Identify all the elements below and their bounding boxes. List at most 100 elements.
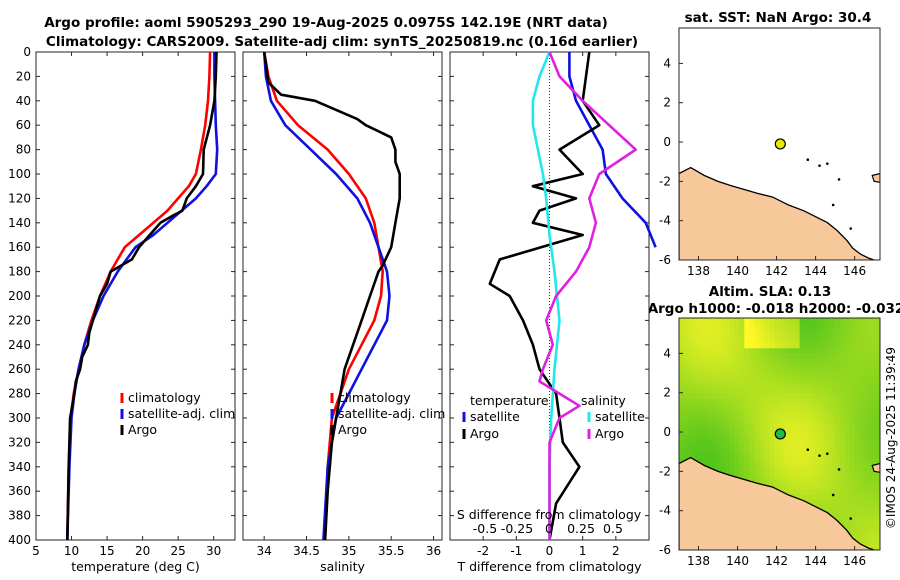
sla-cell	[844, 489, 851, 496]
y-tick-label: 0	[23, 45, 31, 59]
sla-cell	[849, 449, 856, 455]
sla-cell	[689, 413, 695, 420]
sla-cell	[829, 318, 836, 324]
x-axis-label: T difference from climatology	[456, 559, 642, 574]
sla-cell	[734, 449, 740, 455]
sla-cell	[724, 393, 730, 400]
sla-cell	[734, 464, 740, 470]
sla-cell	[789, 343, 796, 349]
sla-cell	[859, 489, 866, 496]
sla-cell	[814, 318, 821, 324]
y-tick-label: 340	[8, 460, 31, 474]
sla-cell	[794, 484, 801, 491]
sla-cell	[734, 459, 740, 465]
legend-label: satellite	[595, 409, 645, 424]
sla-cell	[759, 343, 766, 349]
sla-cell	[774, 338, 781, 344]
sla-cell	[824, 373, 831, 380]
sla-cell	[714, 388, 720, 395]
sla-cell	[794, 398, 801, 405]
sla-cell	[869, 413, 876, 420]
sla-cell	[779, 323, 786, 329]
sla-cell	[764, 323, 771, 329]
sla-cell	[714, 318, 720, 324]
sla-cell	[814, 343, 821, 349]
sla-cell	[734, 454, 740, 460]
sla-cell	[844, 398, 851, 405]
sla-cell	[869, 368, 876, 375]
sla-cell	[754, 383, 761, 390]
sla-cell	[774, 348, 781, 354]
sla-cell	[854, 393, 861, 400]
sla-cell	[749, 408, 755, 415]
sla-cell	[724, 348, 730, 354]
legend-label: Argo	[338, 422, 367, 437]
sla-cell	[869, 519, 876, 526]
sla-cell	[749, 363, 755, 370]
sla-cell	[734, 403, 740, 410]
sla-cell	[819, 393, 826, 400]
sla-cell	[759, 444, 766, 450]
sla-cell	[809, 434, 816, 440]
sla-cell	[789, 479, 796, 486]
argo-position-marker	[774, 138, 786, 150]
sla-cell	[769, 474, 776, 480]
sla-cell	[799, 444, 806, 450]
sla-cell	[844, 368, 851, 375]
sla-cell	[709, 418, 715, 425]
sla-cell	[819, 494, 826, 501]
sla-cell	[829, 368, 836, 375]
sla-cell	[819, 368, 826, 375]
sla-cell	[699, 403, 705, 410]
islet	[831, 493, 835, 497]
sla-cell	[754, 378, 761, 385]
sla-cell	[814, 348, 821, 354]
y-tick-label: 360	[8, 484, 31, 498]
sla-cell	[699, 418, 705, 425]
sla-cell	[764, 413, 771, 420]
sla-cell	[784, 398, 791, 405]
sla-cell	[709, 459, 715, 465]
sla-cell	[759, 479, 766, 486]
sla-cell	[849, 368, 856, 375]
sla-cell	[744, 328, 750, 334]
sla-cell	[709, 348, 715, 354]
sla-cell	[854, 323, 861, 329]
sla-cell	[784, 383, 791, 390]
sla-cell	[829, 328, 836, 334]
sla-cell	[804, 408, 811, 415]
sla-cell	[774, 408, 781, 415]
sla-cell	[819, 474, 826, 480]
map-y-tick-label: 2	[663, 386, 671, 400]
sla-cell	[869, 353, 876, 359]
map-x-tick-label: 140	[726, 264, 749, 278]
sla-cell	[704, 348, 710, 354]
sla-cell	[769, 328, 776, 334]
sla-cell	[784, 353, 791, 359]
sla-cell	[854, 348, 861, 354]
sla-cell	[824, 368, 831, 375]
sla-cell	[744, 464, 750, 470]
sla-cell	[819, 328, 826, 334]
sla-cell	[709, 408, 715, 415]
sla-cell	[754, 373, 761, 380]
sla-cell	[839, 368, 846, 375]
map-y-tick-label: 4	[663, 56, 671, 70]
sla-cell	[689, 358, 695, 364]
sla-cell	[844, 439, 851, 445]
sla-cell	[834, 363, 841, 370]
sla-cell	[834, 509, 841, 516]
sla-cell	[834, 449, 841, 455]
sla-cell	[784, 484, 791, 491]
sla-cell	[829, 408, 836, 415]
sla-cell	[849, 514, 856, 521]
sla-cell	[819, 413, 826, 420]
sla-cell	[869, 398, 876, 405]
sla-cell	[744, 418, 750, 425]
sla-cell	[709, 398, 715, 405]
sla-cell	[874, 338, 880, 344]
sla-cell	[694, 444, 700, 450]
sla-cell	[849, 459, 856, 465]
argo-position-marker	[774, 428, 786, 440]
